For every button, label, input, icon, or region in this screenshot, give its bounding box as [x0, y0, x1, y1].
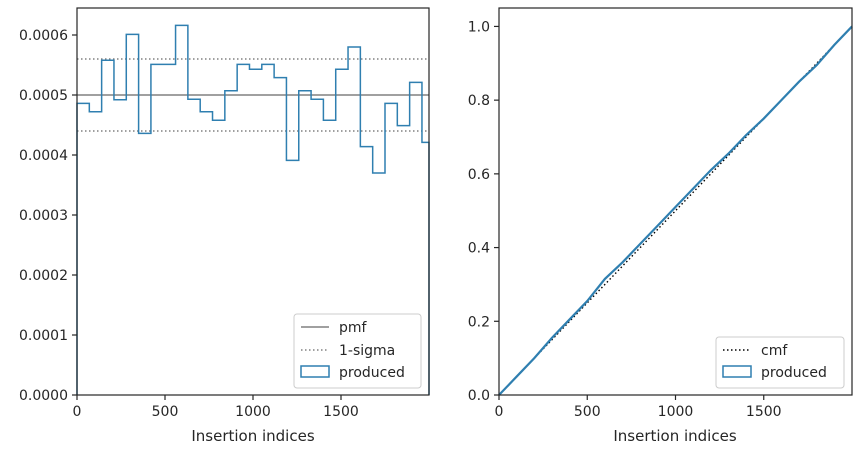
- left-x-axis-label: Insertion indices: [191, 427, 314, 445]
- legend-produced-label: produced: [339, 365, 405, 381]
- produced-histogram: [76, 24, 430, 395]
- y-tick-label-1: 0.2: [468, 314, 490, 330]
- x-tick-label-2: 1000: [235, 404, 271, 420]
- x-tick-label-1: 500: [152, 404, 179, 420]
- y-tick-label-6: 0.0006: [19, 28, 68, 44]
- y-tick-label-1: 0.0001: [19, 328, 68, 344]
- legend-produced-swatch: [300, 365, 330, 378]
- y-tick-label-5: 1.0: [468, 19, 490, 35]
- y-tick-label-2: 0.0002: [19, 268, 68, 284]
- right-legend: cmf produced: [715, 336, 845, 389]
- legend-produced-swatch-right: [722, 365, 752, 378]
- left-legend-box: [293, 313, 422, 389]
- x-tick-label-0: 0: [73, 404, 82, 420]
- y-tick-label-0: 0.0: [468, 388, 490, 404]
- x-tick-label-1: 500: [574, 404, 601, 420]
- y-tick-label-5: 0.0005: [19, 88, 68, 104]
- x-tick-label-3: 1500: [746, 404, 782, 420]
- right-x-axis-label: Insertion indices: [613, 427, 736, 445]
- legend-sigma-label: 1-sigma: [339, 343, 395, 359]
- y-tick-label-3: 0.6: [468, 167, 490, 183]
- x-tick-label-3: 1500: [323, 404, 359, 420]
- left-panel: 0 500 1000 1500 0.0000 0.0001 0.0002 0.0003 0.00…: [19, 7, 430, 445]
- legend-cmf-label: cmf: [761, 343, 788, 359]
- y-tick-label-0: 0.0000: [19, 388, 68, 404]
- right-panel: 0 500 1000 1500 0.0 0.2 0.4 0.6 0.8 1.0 Insertion…: [468, 7, 853, 445]
- x-tick-label-0: 0: [495, 404, 504, 420]
- histogram-marks: [76, 24, 430, 395]
- legend-produced-label-right: produced: [761, 365, 827, 381]
- right-ticks: 0 500 1000 1500 0.0 0.2 0.4 0.6 0.8 1.0: [468, 19, 782, 420]
- x-tick-label-2: 1000: [658, 404, 694, 420]
- y-tick-label-4: 0.0004: [19, 148, 68, 164]
- y-tick-label-2: 0.4: [468, 241, 490, 257]
- legend-pmf-label: pmf: [339, 320, 368, 336]
- y-tick-label-4: 0.8: [468, 93, 490, 109]
- produced-cumulative-line: [498, 25, 853, 396]
- left-legend: pmf 1-sigma produced: [293, 313, 422, 389]
- cumulative-marks: [498, 25, 853, 396]
- y-tick-label-3: 0.0003: [19, 208, 68, 224]
- left-ticks: 0 500 1000 1500 0.0000 0.0001 0.0002 0.0003 0.00…: [19, 28, 359, 420]
